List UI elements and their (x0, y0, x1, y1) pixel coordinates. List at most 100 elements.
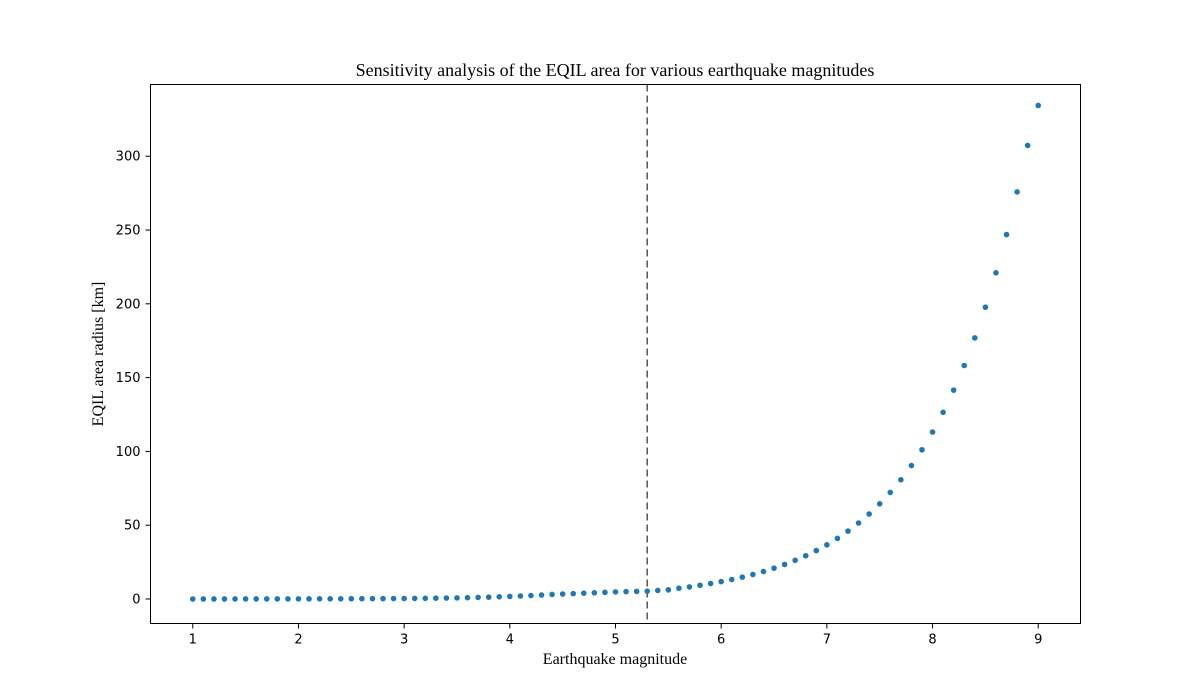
data-point (728, 576, 735, 583)
data-point (359, 595, 365, 602)
data-point (750, 571, 756, 578)
y-tick-label: 100 (116, 445, 141, 460)
data-point (781, 561, 788, 568)
data-point (940, 409, 946, 416)
y-axis-label: EQIL area radius [km] (90, 282, 107, 427)
data-point (602, 589, 608, 596)
data-point (422, 595, 429, 602)
data-point (221, 596, 228, 602)
data-point (242, 596, 249, 602)
data-point (1035, 102, 1042, 109)
x-tick-label: 7 (823, 633, 831, 648)
data-point (464, 594, 471, 601)
x-tick-label: 6 (717, 633, 725, 648)
data-point (866, 511, 872, 517)
data-point (538, 592, 545, 598)
data-point (390, 595, 397, 602)
data-point (295, 596, 302, 602)
data-point (411, 595, 418, 602)
plot-area-frame (150, 84, 1081, 624)
data-point (961, 362, 968, 369)
data-point (898, 476, 904, 483)
data-point (739, 574, 746, 580)
data-point (908, 462, 915, 469)
data-point (211, 596, 217, 602)
data-point (189, 596, 196, 602)
data-point (1014, 189, 1020, 195)
data-point (306, 596, 312, 602)
data-point (760, 568, 767, 575)
data-point (919, 446, 925, 453)
data-point (855, 520, 862, 526)
y-tick-label: 150 (116, 371, 141, 386)
y-tick-label: 0 (132, 593, 140, 608)
data-point (200, 596, 207, 602)
data-point (369, 595, 376, 602)
data-point (813, 547, 820, 554)
data-point (475, 594, 481, 601)
data-point (380, 595, 386, 602)
data-point (274, 596, 281, 602)
x-axis-label: Earthquake magnitude (543, 651, 687, 668)
data-point (950, 387, 957, 393)
axis-ticks: 1 2 3 4 5 6 7 8 9 0 50 100 150 200 250 300 (116, 150, 1043, 648)
y-tick-label: 300 (116, 150, 141, 165)
data-point (496, 594, 503, 600)
data-point (559, 591, 566, 597)
data-point (845, 528, 851, 534)
y-tick-label: 250 (116, 224, 141, 239)
data-point (443, 595, 450, 601)
data-point (485, 594, 492, 600)
data-point (348, 595, 355, 602)
data-point (316, 596, 323, 602)
x-tick-label: 5 (611, 633, 619, 648)
data-point (232, 596, 238, 602)
data-point (686, 584, 693, 590)
x-tick-label: 4 (506, 633, 514, 648)
x-tick-label: 9 (1034, 633, 1042, 648)
data-point (633, 588, 640, 595)
data-point (570, 590, 577, 597)
data-point (401, 595, 407, 602)
x-tick-label: 1 (189, 633, 197, 648)
data-point (993, 270, 999, 276)
data-point (1003, 231, 1010, 238)
data-point (1024, 142, 1031, 149)
data-point (887, 489, 894, 496)
data-point (623, 588, 629, 595)
data-point (697, 582, 703, 589)
data-point (654, 587, 661, 594)
y-tick-label: 200 (116, 297, 141, 312)
y-tick-label: 50 (124, 519, 141, 534)
data-point (253, 596, 259, 602)
data-point (665, 587, 672, 593)
data-point (337, 595, 344, 602)
data-point (517, 593, 524, 599)
data-point (454, 595, 460, 601)
data-point (612, 589, 619, 595)
data-point (876, 501, 883, 507)
data-point (433, 595, 439, 602)
chart-title: Sensitivity analysis of the EQIL area fo… (356, 60, 875, 80)
x-tick-label: 3 (400, 633, 408, 648)
data-point (972, 335, 978, 341)
data-point (834, 535, 841, 542)
data-point (285, 596, 291, 602)
data-point (771, 565, 777, 571)
data-point (982, 304, 989, 311)
data-point (929, 429, 936, 435)
data-points (189, 102, 1042, 602)
data-point (792, 557, 798, 564)
data-point (802, 552, 809, 559)
data-point (507, 593, 513, 600)
x-tick-label: 2 (294, 633, 302, 648)
data-point (644, 588, 651, 594)
data-point (707, 580, 714, 587)
data-point (718, 578, 724, 585)
x-tick-label: 8 (928, 633, 936, 648)
data-point (263, 596, 270, 602)
data-point (580, 590, 587, 596)
data-point (824, 542, 830, 548)
